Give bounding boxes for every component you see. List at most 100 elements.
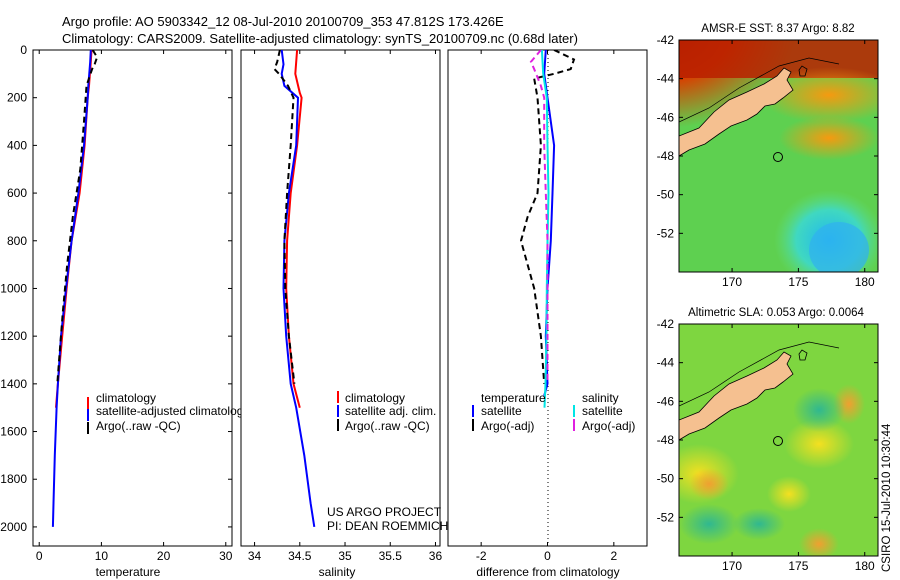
sla-teal-patch xyxy=(793,388,845,432)
sst-map-title: AMSR-E SST: 8.37 Argo: 8.82 xyxy=(701,23,854,35)
depth-tick-label: 1000 xyxy=(0,281,27,295)
series-line xyxy=(529,50,549,384)
map-x-tick-label: 170 xyxy=(722,275,742,289)
sst-orange-band xyxy=(759,67,878,123)
depth-tick-label: 1600 xyxy=(0,425,27,439)
x-tick-label: 2 xyxy=(610,549,617,563)
depth-tick-label: 0 xyxy=(20,43,27,57)
difference-legend: temperature salinity satellite Argo(-adj… xyxy=(472,391,635,433)
temperature-legend: climatology satellite-adjusted climatolo… xyxy=(87,391,249,434)
sla-teal-patch xyxy=(679,504,739,544)
legend-label-temperature-argo: Argo(-adj) xyxy=(481,419,534,433)
depth-tick-label: 800 xyxy=(7,234,27,248)
salinity-panel: 34 34.5 35 35.5 36 salinity climatology sate… xyxy=(240,49,448,579)
legend-label-climatology: climatology xyxy=(96,391,156,405)
map-y-tick-label: -52 xyxy=(657,510,675,524)
x-tick-label: 20 xyxy=(157,549,171,563)
map-y-tick-label: -44 xyxy=(657,356,675,370)
sla-orange-patch xyxy=(689,468,729,500)
x-tick-label: 10 xyxy=(95,549,109,563)
salinity-legend: climatology satellite adj. clim. Argo(..… xyxy=(337,391,436,433)
map-y-tick-label: -46 xyxy=(657,394,675,408)
x-tick-label: 0 xyxy=(544,549,551,563)
series-line xyxy=(51,50,92,527)
depth-tick-label: 1800 xyxy=(0,472,27,486)
sst-map-panel: AMSR-E SST: 8.37 Argo: 8.82 170 175 180 -42… xyxy=(657,23,879,289)
series-line xyxy=(540,50,550,408)
salinity-x-axis: 34 34.5 35 35.5 36 xyxy=(248,50,442,563)
salinity-axes-box xyxy=(240,49,441,547)
legend-label-satellite: satellite-adjusted climatology xyxy=(96,404,249,418)
figure-title-line2: Climatology: CARS2009. Satellite-adjuste… xyxy=(62,31,578,46)
depth-tick-label: 600 xyxy=(7,186,27,200)
sst-orange-patch xyxy=(779,116,878,160)
map-y-tick-label: -46 xyxy=(657,110,675,124)
sst-axes-ticks: 170 175 180 -42 -44 -46 -48 -50 -52 xyxy=(657,33,878,289)
coastline xyxy=(679,67,794,157)
coastline xyxy=(679,351,794,441)
x-tick-label: 35.5 xyxy=(379,549,403,563)
sla-map-panel: Altimetric SLA: 0.053 Argo: 0.0064 170 17… xyxy=(657,307,879,573)
x-tick-label: 34 xyxy=(248,549,262,563)
map-y-tick-label: -42 xyxy=(657,33,675,47)
series-line xyxy=(273,50,296,384)
depth-tick-label: 200 xyxy=(7,91,27,105)
x-tick-label: 35 xyxy=(338,549,352,563)
temperature-lines xyxy=(51,50,99,527)
map-y-tick-label: -52 xyxy=(657,226,675,240)
legend-label-salinity-satellite: satellite xyxy=(582,404,623,418)
series-line xyxy=(519,50,576,384)
map-x-tick-label: 180 xyxy=(855,275,875,289)
x-tick-label: 0 xyxy=(36,549,43,563)
difference-panel: -2 0 2 difference from climatology tempera… xyxy=(447,49,648,579)
argo-position-marker xyxy=(773,152,783,162)
sla-yellow-patch xyxy=(767,476,811,512)
x-tick-label: 34.5 xyxy=(288,549,312,563)
map-y-tick-label: -48 xyxy=(657,149,675,163)
contour-line xyxy=(798,349,808,361)
legend-label-argo: Argo(..raw -QC) xyxy=(96,419,181,433)
temperature-axis-label: temperature xyxy=(96,565,161,579)
salinity-lines xyxy=(273,50,316,528)
temperature-axes-box xyxy=(32,49,233,547)
x-tick-label: -2 xyxy=(476,549,487,563)
map-x-tick-label: 180 xyxy=(855,559,875,573)
sla-axes-ticks: 170 175 180 -42 -44 -46 -48 -50 -52 xyxy=(657,317,878,573)
legend-header-salinity: salinity xyxy=(582,391,619,405)
figure-title-line1: Argo profile: AO 5903342_12 08-Jul-2010 … xyxy=(62,14,504,29)
series-line xyxy=(56,50,99,384)
sla-yellow-patch xyxy=(784,419,854,469)
coastline-contour xyxy=(679,57,840,123)
map-y-tick-label: -48 xyxy=(657,433,675,447)
legend-header-temperature: temperature xyxy=(481,391,546,405)
map-y-tick-label: -50 xyxy=(657,472,675,486)
depth-tick-label: 1200 xyxy=(0,329,27,343)
difference-x-axis: -2 0 2 xyxy=(476,50,617,563)
map-y-tick-label: -50 xyxy=(657,188,675,202)
legend-label-climatology: climatology xyxy=(345,391,405,405)
difference-axis-label: difference from climatology xyxy=(476,565,619,579)
map-y-tick-label: -42 xyxy=(657,317,675,331)
map-x-tick-label: 175 xyxy=(788,559,808,573)
depth-tick-label: 1400 xyxy=(0,377,27,391)
x-tick-label: 30 xyxy=(219,549,233,563)
credit-pi: PI: DEAN ROEMMICH xyxy=(327,519,448,533)
legend-label-argo: Argo(..raw -QC) xyxy=(345,419,430,433)
sla-map-title: Altimetric SLA: 0.053 Argo: 0.0064 xyxy=(688,307,864,319)
sst-heatmap xyxy=(679,40,878,272)
sla-heatmap xyxy=(679,324,878,556)
map-x-tick-label: 170 xyxy=(722,559,742,573)
sst-cold-core xyxy=(809,222,869,272)
legend-label-satellite: satellite adj. clim. xyxy=(345,404,436,418)
contour-line xyxy=(798,65,808,77)
difference-lines xyxy=(519,50,576,408)
temperature-x-axis: 0 10 20 30 xyxy=(36,50,233,563)
salinity-axis-label: salinity xyxy=(319,565,356,579)
csiro-timestamp: CSIRO 15-Jul-2010 10:30:44 xyxy=(881,423,893,572)
map-x-tick-label: 175 xyxy=(788,275,808,289)
sla-orange-patch xyxy=(799,528,839,556)
credit-project: US ARGO PROJECT xyxy=(327,505,442,519)
argo-position-marker xyxy=(773,436,783,446)
